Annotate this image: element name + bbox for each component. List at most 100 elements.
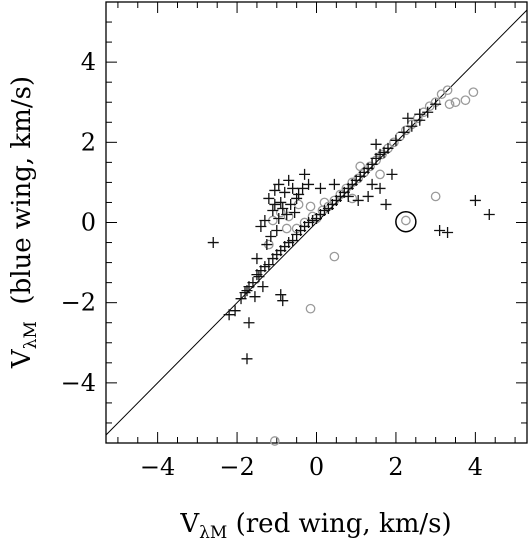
- data-point-plus: [287, 182, 299, 194]
- data-point-circle: [275, 207, 286, 218]
- data-point-circle: [401, 125, 411, 136]
- data-point-plus: [279, 186, 291, 198]
- data-point-plus: [398, 126, 410, 138]
- data-point-plus: [241, 285, 253, 297]
- data-point-plus: [259, 214, 271, 226]
- data-point-circle: [365, 161, 375, 172]
- data-point-plus: [273, 178, 285, 190]
- data-point-plus: [261, 239, 273, 251]
- data-point-plus: [293, 188, 305, 200]
- data-point-plus: [251, 253, 263, 265]
- data-point-plus: [380, 198, 392, 210]
- data-point-plus: [289, 206, 301, 218]
- data-point-plus: [269, 184, 281, 196]
- data-point-plus: [374, 182, 386, 194]
- data-point-plus: [328, 178, 340, 190]
- data-point-plus: [263, 259, 275, 271]
- data-point-circle: [424, 101, 435, 112]
- data-point-plus: [370, 138, 382, 150]
- data-point-plus: [275, 289, 287, 301]
- highlight-circle: [395, 210, 417, 233]
- data-point-circle: [281, 223, 292, 234]
- y-tick-label: 0: [81, 209, 96, 237]
- data-point-circle: [283, 211, 294, 222]
- data-point-plus: [207, 237, 219, 249]
- data-point-plus: [277, 295, 289, 307]
- x-axis-title-rest: (red wing, km/s): [227, 509, 451, 539]
- data-point-circle: [389, 137, 399, 148]
- data-point-plus: [469, 194, 481, 206]
- data-points: [207, 85, 495, 446]
- data-point-plus: [223, 309, 235, 321]
- data-point-circle: [305, 303, 316, 314]
- x-tick-label: 0: [309, 453, 324, 481]
- data-point-plus: [269, 198, 281, 210]
- data-point-circle: [375, 169, 385, 180]
- y-tick-label: 4: [81, 48, 96, 76]
- data-point-plus: [390, 134, 402, 146]
- data-point-plus: [366, 158, 378, 170]
- data-point-plus: [362, 190, 374, 202]
- data-point-circle: [430, 191, 441, 202]
- data-point-circle: [355, 161, 366, 172]
- data-point-plus: [422, 106, 434, 118]
- data-point-plus: [229, 305, 241, 317]
- data-point-circle: [305, 201, 316, 212]
- data-point-circle: [347, 193, 358, 204]
- data-point-plus: [253, 271, 265, 283]
- data-point-plus: [406, 120, 418, 132]
- data-point-plus: [414, 108, 426, 120]
- x-tick-label: −2: [219, 453, 254, 481]
- data-point-circle: [442, 85, 453, 96]
- data-point-plus: [287, 235, 299, 247]
- x-tick-label: −4: [140, 453, 175, 481]
- data-point-circle: [450, 97, 461, 108]
- data-point-plus: [249, 291, 261, 303]
- data-point-plus: [352, 194, 364, 206]
- data-point-plus: [382, 142, 394, 154]
- data-point-plus: [299, 168, 311, 180]
- data-point-circle: [401, 215, 411, 226]
- data-point-plus: [275, 196, 287, 208]
- data-point-plus: [283, 174, 295, 186]
- data-point-plus: [241, 353, 253, 365]
- data-point-plus: [239, 287, 251, 299]
- data-point-plus: [386, 168, 398, 180]
- data-point-plus: [366, 178, 378, 190]
- data-point-circle: [460, 95, 471, 106]
- data-point-circle: [444, 99, 455, 110]
- y-axis-title: VλM (blue wing, km/s): [7, 76, 41, 369]
- data-point-plus: [342, 190, 354, 202]
- data-point-plus: [235, 293, 247, 305]
- x-tick-label: 4: [468, 453, 483, 481]
- data-point-plus: [303, 178, 315, 190]
- x-axis-title: VλM (red wing, km/s): [179, 509, 451, 542]
- y-tick-label: −4: [61, 369, 96, 397]
- data-point-plus: [483, 208, 495, 220]
- data-point-plus: [285, 198, 297, 210]
- data-point-circle: [269, 436, 280, 446]
- x-tick-labels: −4 −2 0 2 4: [140, 453, 483, 481]
- data-point-plus: [314, 182, 326, 194]
- data-point-plus: [257, 281, 269, 293]
- data-point-plus: [281, 208, 293, 220]
- data-point-plus: [265, 231, 277, 243]
- data-point-circle: [436, 89, 447, 100]
- data-point-plus: [277, 202, 289, 214]
- data-point-plus: [442, 227, 454, 239]
- y-tick-labels: −4 −2 0 2 4: [61, 48, 96, 397]
- data-point-plus: [255, 221, 267, 233]
- y-tick-label: 2: [81, 128, 96, 156]
- data-point-plus: [297, 182, 309, 194]
- y-tick-label: −2: [61, 289, 96, 317]
- data-point-plus: [434, 225, 446, 237]
- y-axis-title-sub: λM: [21, 321, 41, 349]
- data-point-plus: [247, 277, 259, 289]
- data-point-plus: [430, 98, 442, 110]
- data-point-plus: [273, 212, 285, 224]
- data-point-plus: [263, 192, 275, 204]
- axis-ticks: [106, 1, 527, 444]
- data-point-plus: [243, 317, 255, 329]
- y-axis-title-main: V: [7, 348, 37, 369]
